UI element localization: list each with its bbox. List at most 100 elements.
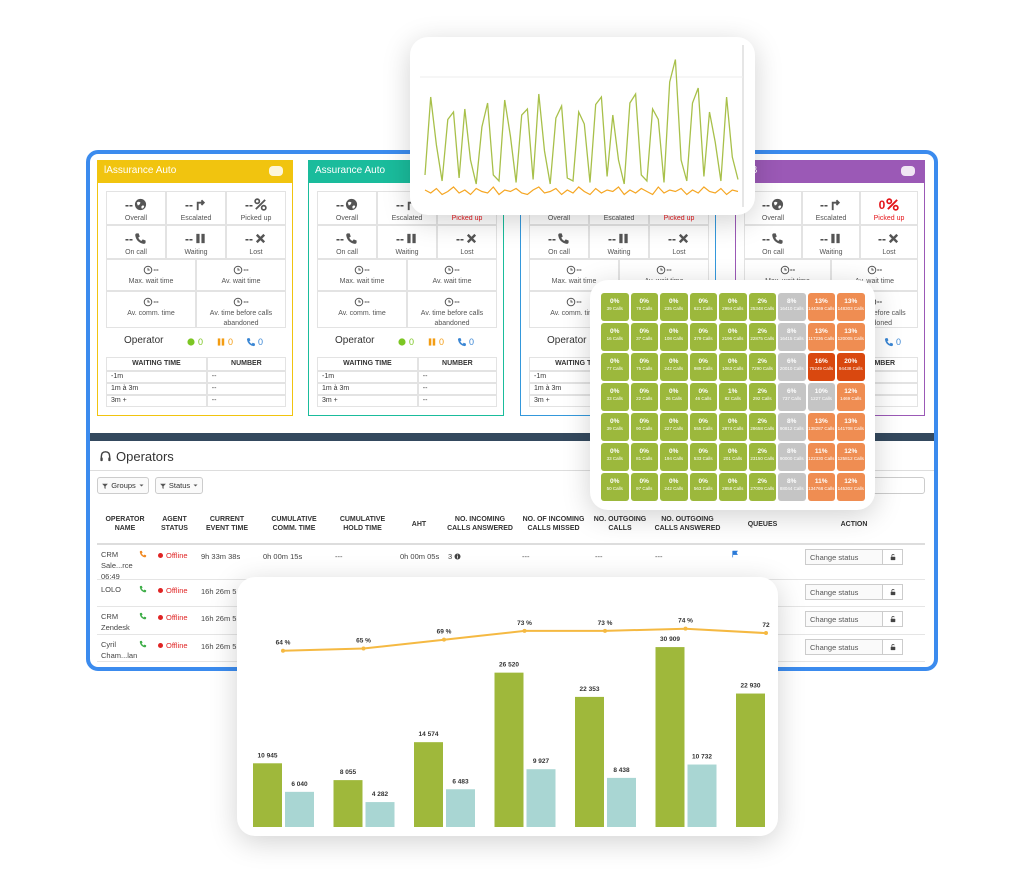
heatmap-percent: 20% [844,358,858,365]
stat-cell: -- Overall [317,191,377,225]
waiting-cell: 3m + [106,395,207,407]
table-cell-text: --- [655,551,663,561]
time-value: -- [454,297,460,306]
line-point [442,637,446,642]
stat-value: -- [820,231,828,246]
time-value: -- [576,265,582,274]
heatmap-tile: 8% 16415 Calls [778,323,806,351]
bar [736,693,765,827]
heatmap-percent: 2% [757,328,767,335]
change-status-select[interactable]: Change status [805,639,883,655]
stat-label: Waiting [184,249,208,256]
heatmap-percent: 0% [698,478,708,485]
dot-icon [158,642,163,648]
table-cell: 9h 33m 38s [201,550,258,562]
heatmap-tile: 10% 1227 Calls [807,383,835,411]
stat-cell: -- Lost [860,225,918,259]
icon-part [134,198,147,211]
icon-part [657,265,666,274]
table-cell: --- [595,550,650,562]
time-value: -- [789,265,796,274]
change-status-select[interactable]: Change status [805,549,883,565]
stat-label: Escalated [815,215,847,222]
heatmap-percent: 0% [639,418,649,425]
arrow-icon [196,199,206,211]
stat-cell: -- Picked up [226,191,286,225]
change-status-select[interactable]: Change status [805,611,883,627]
icon-part [139,550,147,558]
icon-part [890,618,895,623]
icon-part [407,233,411,244]
lock-button[interactable] [882,639,903,655]
icon-part [158,587,163,593]
lock-button[interactable] [882,549,903,565]
line-chart [420,45,744,207]
heatmap-percent: 0% [610,388,620,395]
bar [494,672,524,827]
heatmap-tile: 0% 39 Calls [601,293,629,321]
icon-part [457,555,459,558]
heatmap-percent: 13% [814,328,828,335]
table-cell: --- [522,550,590,562]
lock-button[interactable] [882,584,903,600]
filter-button[interactable]: Status [155,477,203,494]
icon-part [732,550,738,558]
stat-value-row: -- [107,197,165,212]
heatmap-percent: 0% [669,358,679,365]
icon-part [135,233,146,244]
filter-button[interactable]: Groups [97,477,149,494]
heatmap-tile: 0% 22 Calls [630,383,658,411]
icon-part [139,585,147,593]
line-series [424,186,739,196]
card-badge [901,166,915,176]
time-value-row: -- [107,296,195,307]
operator-count: 0 [457,335,485,349]
time-value: -- [153,297,159,306]
icon-part [260,204,267,211]
table-header: ACTION [800,505,908,545]
table-header: NO. INCOMING CALLS ANSWERED [443,505,517,545]
heatmap-calls: 379 Calls [693,336,713,341]
icon-part [221,338,225,346]
line-value-label: 64 % [276,640,291,647]
lock-icon [890,589,895,596]
icon-part [158,614,163,620]
dot-icon [398,338,406,346]
heatmap-calls: 533 Calls [693,456,713,461]
heatmap-calls: 989 Calls [693,366,713,371]
lock-button[interactable] [882,611,903,627]
agent-status-text: Offline [166,585,188,595]
heatmap-tile: 0% 37 Calls [630,323,658,351]
time-cell: -- Av. comm. time [106,291,196,328]
icon-part [772,233,783,244]
time-label: Av. comm. time [127,310,175,317]
clock-icon [445,297,454,306]
heatmap-calls: 22 Calls [636,396,653,401]
time-label: Av. time before calls abandoned [420,310,484,327]
bar-value-label: 10 945 [258,752,278,759]
change-status-select[interactable]: Change status [805,584,883,600]
heatmap-percent: 0% [698,358,708,365]
bar-value-label: 22 353 [580,686,600,693]
heatmap-percent: 0% [610,328,620,335]
pause-icon [407,233,416,244]
agent-status-text: Offline [166,640,188,650]
stat-label: Picked up [451,215,483,222]
heatmap-tile: 0% 81 Calls [630,443,658,471]
bar-value-label: 6 483 [452,778,469,785]
heatmap-percent: 2% [757,358,767,365]
stat-value-row: -- [227,231,285,246]
icon-part [355,265,364,274]
line-point [683,626,688,631]
clock-icon [867,265,877,274]
queue-card: lAssurance Auto -- Overall -- Escalated -- Pic… [97,160,293,416]
icon-part [660,267,664,270]
card-header: T B [735,160,925,183]
table-cell: 16h 26m 5 [201,612,258,624]
heatmap-calls: 2858 Calls [722,486,744,491]
phone-icon [884,338,893,347]
stat-value-row: -- [590,231,648,246]
table-cell-text: 16h 26m 5 [201,641,237,651]
heatmap-calls: 37 Calls [636,336,653,341]
line-value-label: 72 [762,622,770,629]
